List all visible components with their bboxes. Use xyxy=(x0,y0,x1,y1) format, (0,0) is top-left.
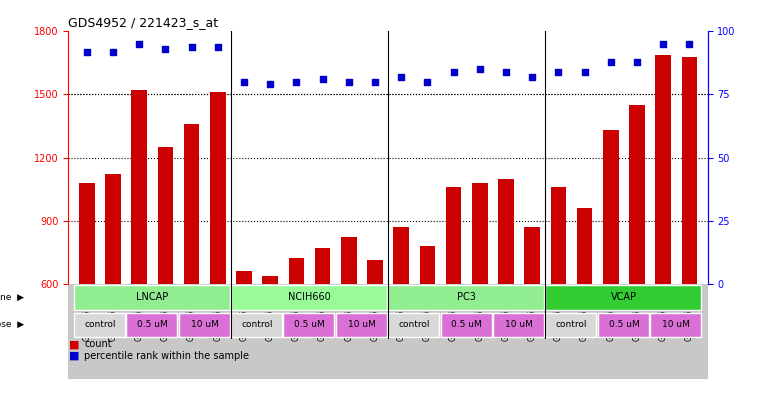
Text: PC3: PC3 xyxy=(457,292,476,302)
FancyBboxPatch shape xyxy=(283,312,334,337)
Bar xyxy=(341,237,357,284)
Text: percentile rank within the sample: percentile rank within the sample xyxy=(84,351,250,361)
Bar xyxy=(629,105,645,284)
Text: ■: ■ xyxy=(68,340,79,349)
Point xyxy=(342,79,355,85)
Point xyxy=(631,59,643,65)
Bar xyxy=(498,178,514,284)
Bar xyxy=(315,248,330,284)
Text: dose  ▶: dose ▶ xyxy=(0,320,24,329)
Bar xyxy=(655,55,671,284)
Point xyxy=(395,74,407,80)
Bar xyxy=(210,92,226,284)
Point xyxy=(500,69,512,75)
FancyBboxPatch shape xyxy=(74,312,125,337)
Bar xyxy=(158,147,174,284)
FancyBboxPatch shape xyxy=(597,312,649,337)
Point xyxy=(159,46,171,52)
Bar xyxy=(79,183,94,284)
Bar xyxy=(577,208,593,284)
Point xyxy=(317,76,329,83)
FancyBboxPatch shape xyxy=(179,312,230,337)
FancyBboxPatch shape xyxy=(126,312,177,337)
Point xyxy=(238,79,250,85)
FancyBboxPatch shape xyxy=(441,312,492,337)
Text: 0.5 uM: 0.5 uM xyxy=(137,320,167,329)
FancyBboxPatch shape xyxy=(546,285,701,310)
FancyBboxPatch shape xyxy=(546,312,597,337)
FancyBboxPatch shape xyxy=(74,285,230,310)
Text: 10 uM: 10 uM xyxy=(191,320,218,329)
Bar xyxy=(132,90,147,284)
Bar xyxy=(603,130,619,284)
Bar xyxy=(288,259,304,284)
FancyBboxPatch shape xyxy=(650,312,701,337)
Point xyxy=(291,79,303,85)
Bar xyxy=(682,57,697,284)
Point xyxy=(657,41,669,47)
Bar xyxy=(524,227,540,284)
Bar xyxy=(263,276,278,284)
Point xyxy=(264,81,276,88)
Text: VCAP: VCAP xyxy=(611,292,637,302)
Text: GDS4952 / 221423_s_at: GDS4952 / 221423_s_at xyxy=(68,16,218,29)
Bar xyxy=(236,271,252,284)
FancyBboxPatch shape xyxy=(388,285,544,310)
FancyBboxPatch shape xyxy=(336,312,387,337)
Point xyxy=(605,59,617,65)
Point xyxy=(369,79,381,85)
Text: ■: ■ xyxy=(68,351,79,361)
Point xyxy=(133,41,145,47)
Text: cell line  ▶: cell line ▶ xyxy=(0,293,24,302)
Text: 0.5 uM: 0.5 uM xyxy=(609,320,639,329)
Point xyxy=(81,48,93,55)
Bar xyxy=(472,183,488,284)
FancyBboxPatch shape xyxy=(231,285,387,310)
Point xyxy=(447,69,460,75)
Text: control: control xyxy=(84,320,116,329)
Text: control: control xyxy=(399,320,430,329)
Bar xyxy=(550,187,566,284)
Text: 0.5 uM: 0.5 uM xyxy=(451,320,482,329)
Bar xyxy=(68,284,708,380)
Text: control: control xyxy=(241,320,273,329)
Point xyxy=(552,69,565,75)
Point xyxy=(212,43,224,50)
Text: count: count xyxy=(84,340,112,349)
Point xyxy=(107,48,119,55)
Point xyxy=(186,43,198,50)
Point xyxy=(578,69,591,75)
Text: control: control xyxy=(556,320,587,329)
Bar xyxy=(183,124,199,284)
Bar xyxy=(393,227,409,284)
Bar xyxy=(419,246,435,284)
FancyBboxPatch shape xyxy=(388,312,439,337)
FancyBboxPatch shape xyxy=(493,312,544,337)
Text: 0.5 uM: 0.5 uM xyxy=(295,320,325,329)
Bar xyxy=(367,261,383,284)
Text: 10 uM: 10 uM xyxy=(505,320,533,329)
Bar xyxy=(446,187,461,284)
Point xyxy=(473,66,486,72)
Point xyxy=(422,79,434,85)
Point xyxy=(526,74,538,80)
Text: NCIH660: NCIH660 xyxy=(288,292,331,302)
Point xyxy=(683,41,696,47)
Text: 10 uM: 10 uM xyxy=(348,320,376,329)
Text: LNCAP: LNCAP xyxy=(136,292,168,302)
FancyBboxPatch shape xyxy=(231,312,282,337)
Bar xyxy=(105,174,121,284)
Text: 10 uM: 10 uM xyxy=(662,320,690,329)
